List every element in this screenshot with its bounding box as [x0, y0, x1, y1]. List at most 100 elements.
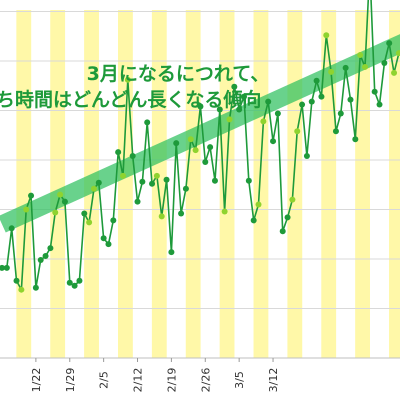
data-point — [279, 228, 286, 235]
data-point — [158, 213, 165, 220]
data-points — [0, 32, 400, 293]
data-point — [168, 249, 175, 256]
data-point — [105, 241, 112, 248]
data-point — [23, 206, 30, 213]
x-tick-label: 3/5 — [233, 371, 246, 389]
data-point — [371, 88, 378, 95]
data-point — [149, 180, 156, 187]
data-point — [381, 59, 388, 66]
data-point — [28, 192, 35, 199]
data-point — [260, 118, 267, 125]
highlight-band — [393, 10, 400, 358]
data-point — [362, 63, 368, 70]
x-tick-label: 2/19 — [165, 368, 178, 393]
data-point — [294, 128, 301, 135]
data-point — [144, 119, 151, 126]
data-point — [139, 178, 146, 185]
x-tick-label: 2/12 — [132, 368, 145, 393]
data-point — [337, 110, 344, 117]
data-point — [8, 225, 15, 232]
data-point — [391, 69, 398, 76]
data-point — [173, 140, 180, 147]
data-point — [270, 138, 277, 145]
x-tick-label: 2/5 — [98, 371, 111, 389]
data-point — [347, 96, 354, 103]
data-point — [207, 144, 214, 151]
trend-line — [0, 34, 400, 233]
x-tick-label: 3/12 — [267, 368, 280, 393]
data-point — [71, 282, 78, 289]
annotation-line-2: ち時間はどんどん長くなる傾向 — [0, 88, 261, 111]
trend-band — [0, 34, 400, 233]
data-point — [163, 176, 170, 183]
x-tick-label: 2/26 — [199, 368, 212, 393]
data-point — [241, 93, 247, 100]
highlight-band — [190, 10, 201, 358]
data-point — [265, 98, 272, 105]
weekend-highlight-bands — [16, 10, 400, 358]
data-point — [313, 77, 320, 84]
data-point — [211, 177, 218, 184]
data-point — [66, 279, 73, 286]
data-point — [81, 210, 88, 217]
data-point — [318, 93, 325, 100]
data-point — [134, 198, 141, 205]
data-point — [216, 106, 223, 113]
data-point — [245, 177, 252, 184]
x-tick-label: 1/29 — [64, 368, 77, 393]
data-point — [115, 149, 122, 156]
data-point — [153, 172, 160, 179]
data-point — [395, 50, 400, 57]
data-point — [236, 106, 243, 113]
highlight-band — [258, 10, 269, 358]
data-point — [255, 201, 262, 208]
data-point — [202, 158, 209, 165]
data-point — [61, 198, 68, 205]
data-point — [18, 286, 25, 293]
data-point — [357, 52, 364, 59]
data-point — [250, 217, 257, 224]
data-point — [95, 179, 102, 186]
data-point — [178, 210, 185, 217]
data-point — [323, 32, 330, 39]
data-point — [342, 64, 349, 71]
x-axis-ticks: 1/22 1/29 2/5 2/12 2/19 2/26 3/5 3/12 — [30, 358, 280, 392]
highlight-band — [326, 10, 337, 358]
data-point — [231, 83, 238, 90]
data-point — [86, 219, 93, 226]
data-point — [299, 101, 306, 108]
highlight-band — [156, 10, 167, 358]
data-point — [274, 110, 281, 117]
data-point — [386, 40, 393, 47]
x-tick-label: 1/22 — [30, 368, 43, 393]
data-point — [303, 153, 310, 160]
data-point — [192, 147, 199, 154]
highlight-band — [122, 10, 133, 358]
data-point — [376, 101, 383, 108]
data-point — [226, 116, 233, 123]
data-point — [37, 256, 44, 263]
data-point — [42, 253, 49, 260]
data-point — [110, 217, 117, 224]
data-point — [120, 172, 126, 179]
data-point — [13, 277, 20, 284]
data-point — [129, 153, 136, 160]
annotation: 3月になるにつれて、 ち時間はどんどん長くなる傾向 — [0, 63, 269, 111]
data-point — [332, 128, 339, 135]
data-point — [308, 98, 315, 105]
data-point — [182, 185, 189, 192]
highlight-band — [55, 10, 66, 358]
highlight-band — [224, 10, 235, 358]
data-point — [32, 284, 39, 291]
data-point — [0, 264, 5, 271]
highlight-band — [21, 10, 32, 358]
data-point — [90, 185, 97, 192]
data-point — [124, 76, 131, 83]
data-point — [57, 191, 64, 198]
annotation-line-1: 3月になるにつれて、 — [87, 63, 270, 85]
highlight-band — [292, 10, 303, 358]
data-point — [352, 136, 359, 143]
data-point — [3, 264, 10, 271]
